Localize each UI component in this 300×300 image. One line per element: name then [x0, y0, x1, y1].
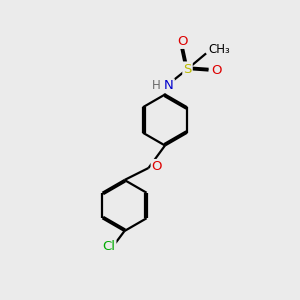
- Text: N: N: [164, 79, 174, 92]
- Text: S: S: [183, 62, 192, 76]
- Text: O: O: [152, 160, 162, 173]
- Text: O: O: [211, 64, 221, 77]
- Text: H: H: [152, 79, 161, 92]
- Text: Cl: Cl: [102, 240, 116, 253]
- Text: CH₃: CH₃: [209, 43, 230, 56]
- Text: O: O: [178, 35, 188, 48]
